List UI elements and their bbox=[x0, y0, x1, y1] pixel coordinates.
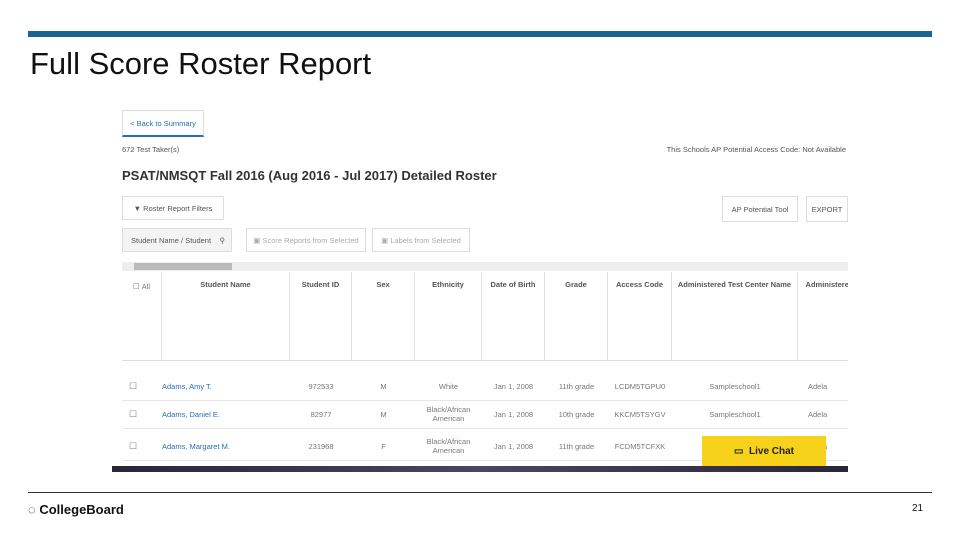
table-cell: Black/African American bbox=[426, 437, 471, 455]
table-cell: F bbox=[381, 441, 386, 451]
search-box[interactable]: Student Name / Student ⚲ bbox=[122, 228, 232, 252]
table-cell: 972533 bbox=[308, 381, 334, 391]
scrollbar-track bbox=[122, 262, 848, 271]
student-name-link[interactable]: Adams, Amy T. bbox=[162, 381, 212, 391]
labels-button[interactable]: ▣ Labels from Selected bbox=[372, 228, 470, 252]
taskbar-strip bbox=[112, 466, 848, 472]
table-cell: 231968 bbox=[308, 441, 334, 451]
labels-label: Labels from Selected bbox=[390, 235, 461, 245]
table-cell: Sampleschool1 bbox=[709, 381, 761, 391]
row-checkbox[interactable]: ☐ bbox=[128, 380, 138, 391]
table-cell: LCDM5TGPU0 bbox=[614, 381, 666, 391]
top-bar bbox=[28, 31, 932, 37]
table-cell: Jan 1, 2008 bbox=[493, 381, 534, 391]
table-cell: Adela bbox=[808, 381, 828, 391]
header-rule bbox=[122, 360, 848, 361]
test-takers: 672 Test Taker(s) bbox=[122, 145, 180, 154]
student-name-link[interactable]: Adams, Margaret M. bbox=[162, 441, 230, 451]
table-cell: 10th grade bbox=[558, 409, 595, 419]
student-name-link[interactable]: Adams, Daniel E. bbox=[162, 409, 220, 419]
ap-tool-button[interactable]: AP Potential Tool bbox=[722, 196, 798, 222]
column-header[interactable]: Date of Birth bbox=[482, 272, 545, 360]
score-reports-button[interactable]: ▣ Score Reports from Selected bbox=[246, 228, 366, 252]
table-cell: Black/African American bbox=[426, 405, 471, 423]
row-checkbox[interactable]: ☐ bbox=[128, 440, 138, 451]
roster-table: ☐ All Student Name Student ID Sex Ethnicity D… bbox=[122, 272, 848, 462]
table-cell: White bbox=[438, 381, 459, 391]
score-reports-label: Score Reports from Selected bbox=[262, 235, 359, 245]
row-rule bbox=[122, 400, 848, 401]
table-cell: M bbox=[380, 381, 387, 391]
access-code-note: This Schools AP Potential Access Code: N… bbox=[666, 145, 846, 154]
roster-heading: PSAT/NMSQT Fall 2016 (Aug 2016 - Jul 201… bbox=[122, 168, 497, 183]
column-header[interactable]: Student Name bbox=[162, 272, 290, 360]
table-cell: Jan 1, 2008 bbox=[493, 441, 534, 451]
column-header[interactable]: Student ID bbox=[290, 272, 352, 360]
select-all-label: All bbox=[141, 282, 151, 291]
column-header[interactable]: Ethnicity bbox=[415, 272, 482, 360]
table-cell: M bbox=[380, 409, 387, 419]
column-header[interactable]: Grade bbox=[545, 272, 608, 360]
table-cell: Sampleschool1 bbox=[709, 409, 761, 419]
screenshot: < Back to Summary 672 Test Taker(s) This… bbox=[112, 104, 848, 472]
footer-logo: ◌ CollegeBoard bbox=[28, 502, 124, 517]
table-cell: 82977 bbox=[310, 409, 332, 419]
filters-button[interactable]: ▼ Roster Report Filters bbox=[122, 196, 224, 220]
column-header[interactable]: Access Code bbox=[608, 272, 672, 360]
column-header[interactable]: Administered bbox=[798, 272, 848, 360]
row-checkbox[interactable]: ☐ bbox=[128, 408, 138, 419]
table-cell: Adela bbox=[808, 409, 828, 419]
header-checkbox: ☐ All bbox=[122, 272, 162, 360]
page-number: 21 bbox=[912, 503, 924, 514]
column-header[interactable]: Administered Test Center Name bbox=[672, 272, 798, 360]
export-button[interactable]: EXPORT bbox=[806, 196, 848, 222]
table-cell: FCDM5TCFXK bbox=[614, 441, 666, 451]
table-cell: 11th grade bbox=[558, 441, 595, 451]
scrollbar-thumb[interactable] bbox=[134, 263, 232, 270]
column-header[interactable]: Sex bbox=[352, 272, 415, 360]
filters-label: Roster Report Filters bbox=[143, 203, 213, 213]
row-rule bbox=[122, 428, 848, 429]
live-chat-button[interactable]: ▭ Live Chat bbox=[702, 436, 826, 466]
row-rule bbox=[122, 460, 848, 461]
footer-line bbox=[28, 492, 932, 493]
table-cell: 11th grade bbox=[558, 381, 595, 391]
back-button[interactable]: < Back to Summary bbox=[122, 110, 204, 137]
logo-text: CollegeBoard bbox=[39, 502, 124, 517]
slide-title: Full Score Roster Report bbox=[30, 46, 372, 81]
search-placeholder: Student Name / Student bbox=[131, 235, 212, 245]
table-cell: Jan 1, 2008 bbox=[493, 409, 534, 419]
live-chat-label: Live Chat bbox=[749, 445, 795, 457]
table-cell: KKCM5TSYGV bbox=[614, 409, 666, 419]
